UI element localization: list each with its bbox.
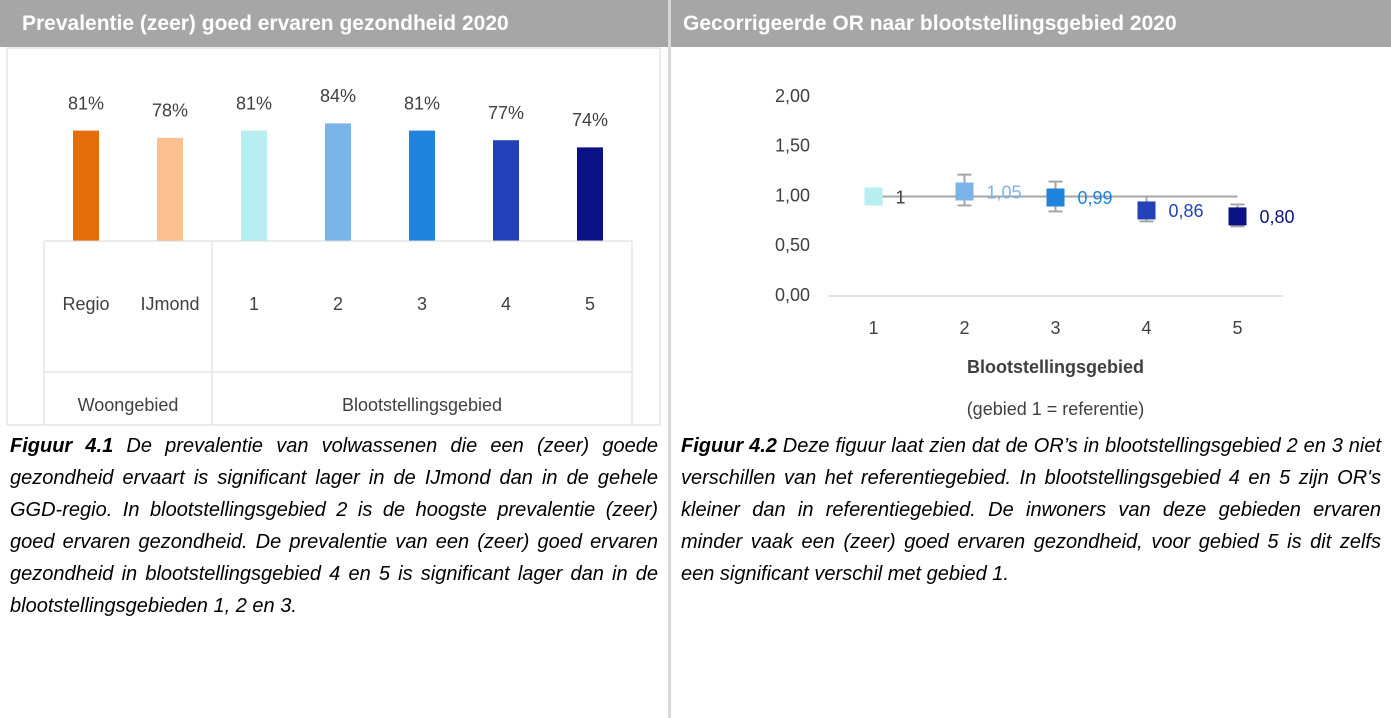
- bar: [241, 130, 267, 241]
- y-tick-label: 0,50: [775, 235, 810, 255]
- chart-border: [6, 47, 661, 426]
- x-tick-label: 2: [959, 318, 969, 338]
- caption: Figuur 4.2 Deze figuur laat zien dat de …: [671, 430, 1391, 590]
- group-label: Blootstellingsgebied: [342, 395, 502, 415]
- marker: [955, 182, 974, 201]
- x-tick-label: Regio: [62, 294, 109, 314]
- note: (gebied 1 = referentie): [967, 399, 1145, 419]
- y-tick-label: 2,00: [775, 86, 810, 106]
- x-axis-title: Blootstellingsgebied: [967, 357, 1144, 377]
- x-tick-label: 5: [585, 294, 595, 314]
- caption-label: Figuur 4.2: [681, 435, 777, 457]
- x-tick-label: 5: [1232, 318, 1242, 338]
- marker: [1228, 207, 1247, 226]
- group-label: Woongebied: [78, 395, 179, 415]
- bar: [157, 137, 183, 241]
- data-label: 0,80: [1260, 207, 1295, 227]
- bar: [493, 140, 519, 241]
- marker: [1046, 188, 1065, 207]
- marker: [1137, 201, 1156, 220]
- marker: [864, 187, 883, 206]
- x-tick-label: 1: [249, 294, 259, 314]
- data-label: 1,05: [987, 182, 1022, 202]
- caption-label: Figuur 4.1: [10, 435, 114, 457]
- or-chart: 0,00 0,50 1,00 1,50 2,00 1 2 3 4 5 Blootstellingsg…: [775, 86, 1295, 419]
- x-tick-label: 2: [333, 294, 343, 314]
- y-tick-label: 1,00: [775, 185, 810, 205]
- x-tick-label: 4: [1141, 318, 1151, 338]
- bar: [409, 130, 435, 241]
- data-label: 0,99: [1078, 188, 1113, 208]
- bar: [73, 130, 99, 241]
- x-tick-label: 3: [1050, 318, 1060, 338]
- x-tick-label: 1: [868, 318, 878, 338]
- caption-text: Deze figuur laat zien dat de OR’s in blo…: [681, 435, 1381, 585]
- data-label: 1: [896, 187, 906, 207]
- x-tick-label: IJmond: [140, 294, 199, 314]
- data-label: 81%: [404, 93, 440, 113]
- divider: [668, 0, 671, 718]
- bar: [325, 123, 351, 241]
- bar-chart: 81% Regio 78% IJmond 81% 1 84% 2 81% 3 77% 4 74% 5 Woo…: [6, 47, 661, 426]
- y-tick-label: 0,00: [775, 285, 810, 305]
- data-label: 81%: [68, 93, 104, 113]
- caption-text: De prevalentie van volwassenen die een (…: [10, 435, 658, 617]
- data-label: 84%: [320, 86, 356, 106]
- caption: Figuur 4.1 De prevalentie van volwassene…: [0, 430, 668, 622]
- data-label: 74%: [572, 110, 608, 130]
- bar: [577, 147, 603, 241]
- x-tick-label: 3: [417, 294, 427, 314]
- data-label: 81%: [236, 93, 272, 113]
- panel-header: Gecorrigeerde OR naar blootstellingsgebi…: [671, 0, 1391, 47]
- x-tick-label: 4: [501, 294, 511, 314]
- panel-header: Prevalentie (zeer) goed ervaren gezondhe…: [0, 0, 668, 47]
- data-label: 77%: [488, 103, 524, 123]
- data-label: 0,86: [1169, 201, 1204, 221]
- y-tick-label: 1,50: [775, 136, 810, 156]
- data-label: 78%: [152, 101, 188, 121]
